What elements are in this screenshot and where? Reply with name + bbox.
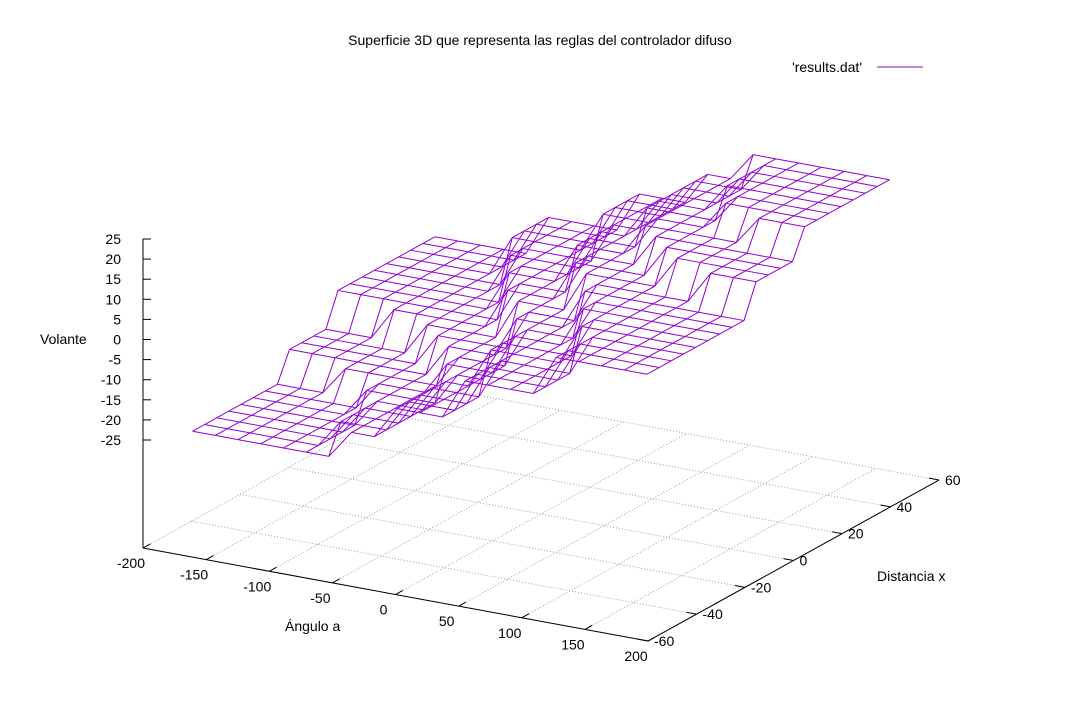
x-tick-mark: [269, 566, 277, 572]
x-tick-label: -200: [117, 555, 145, 571]
surface-line-y: [434, 154, 890, 255]
surface-line-y: [422, 165, 878, 261]
x-tick-mark: [458, 601, 467, 607]
x-tick-mark: [647, 636, 656, 642]
z-tick-label: -25: [101, 432, 121, 448]
z-tick-label: 5: [113, 311, 121, 327]
x-tick-label: 200: [624, 648, 648, 664]
z-tick-label: 25: [105, 231, 121, 247]
surface-line-y: [192, 356, 648, 457]
z-tick-label: 0: [113, 332, 121, 348]
x-tick-label: 50: [439, 613, 455, 629]
z-tick-label: -20: [101, 412, 121, 428]
y-axis-label: Distancia x: [877, 568, 945, 584]
y-tick-mark: [880, 504, 891, 508]
surface-line-y: [410, 171, 866, 268]
legend-label: 'results.dat': [792, 59, 862, 75]
x-tick-label: -100: [243, 578, 271, 594]
y-tick-label: -20: [751, 579, 771, 595]
y-tick-label: 0: [800, 553, 808, 569]
z-tick-label: 15: [105, 271, 121, 287]
z-tick-label: -10: [101, 372, 121, 388]
y-tick-mark: [783, 558, 794, 561]
x-axis-label: Ángulo a: [285, 618, 340, 634]
surface-line-y: [386, 185, 842, 286]
grid-line-y: [288, 467, 794, 561]
surface-line-y: [253, 319, 708, 415]
base-grid: [142, 386, 940, 642]
legend: 'results.dat': [792, 59, 923, 75]
grid-line-y: [336, 440, 843, 535]
x-tick-label: 0: [380, 602, 388, 618]
tick-labels: -200-150-100-50050100150200-60-40-200204…: [101, 231, 961, 664]
axes: [142, 238, 940, 642]
grid-line-x: [458, 444, 750, 607]
surface-line-y: [204, 350, 660, 446]
surface-line-y: [398, 178, 854, 275]
y-tick-label: 60: [945, 472, 961, 488]
surface-line-y: [240, 325, 696, 426]
x-tick-mark: [142, 543, 151, 549]
x-tick-label: -50: [310, 590, 330, 606]
surface-line-y: [289, 290, 745, 376]
y-tick-label: 20: [848, 526, 864, 542]
surface-mesh: [192, 154, 890, 457]
surface-line-y: [277, 301, 732, 394]
y-tick-mark: [928, 477, 940, 481]
grid-line-y: [191, 520, 697, 615]
z-tick-label: 10: [105, 291, 121, 307]
chart-title: Superficie 3D que representa las reglas …: [348, 32, 732, 48]
x-tick-label: 100: [498, 625, 522, 641]
z-axis-label: Volante: [40, 331, 87, 347]
grid-line-x: [584, 467, 877, 630]
x-tick-mark: [332, 578, 340, 584]
surface-line-y: [374, 196, 829, 292]
x-tick-label: 150: [561, 636, 585, 652]
surface-line-y: [362, 202, 817, 303]
surface-line-y: [228, 336, 684, 433]
grid-line-y: [239, 493, 746, 588]
x-tick-mark: [521, 613, 530, 619]
surface-line-y: [265, 308, 720, 409]
x-tick-mark: [205, 555, 214, 561]
y-tick-mark: [686, 611, 697, 615]
x-tick-label: -150: [180, 567, 208, 583]
y-tick-mark: [734, 584, 746, 588]
z-tick-label: -5: [109, 352, 122, 368]
y-tick-mark: [831, 531, 843, 535]
y-tick-label: 40: [897, 499, 913, 515]
surface-line-y: [350, 217, 805, 310]
x-tick-mark: [584, 624, 593, 630]
surface-line-y: [325, 246, 781, 339]
y-tick-label: -40: [703, 606, 723, 622]
surface-line-y: [337, 235, 793, 321]
z-tick-label: -15: [101, 392, 121, 408]
surface-line-y: [301, 272, 757, 365]
z-tick-label: 20: [105, 251, 121, 267]
y-tick-label: -60: [654, 633, 674, 649]
grid-line-x: [395, 433, 687, 595]
surface-line-y: [313, 257, 769, 354]
grid-line-y: [385, 413, 891, 508]
grid-line-x: [269, 409, 561, 572]
surface-line-y: [216, 343, 672, 440]
x-tick-mark: [395, 590, 404, 595]
surface-line-x: [328, 221, 572, 457]
surface-line-x: [510, 154, 754, 390]
y-tick-mark: [637, 638, 649, 642]
